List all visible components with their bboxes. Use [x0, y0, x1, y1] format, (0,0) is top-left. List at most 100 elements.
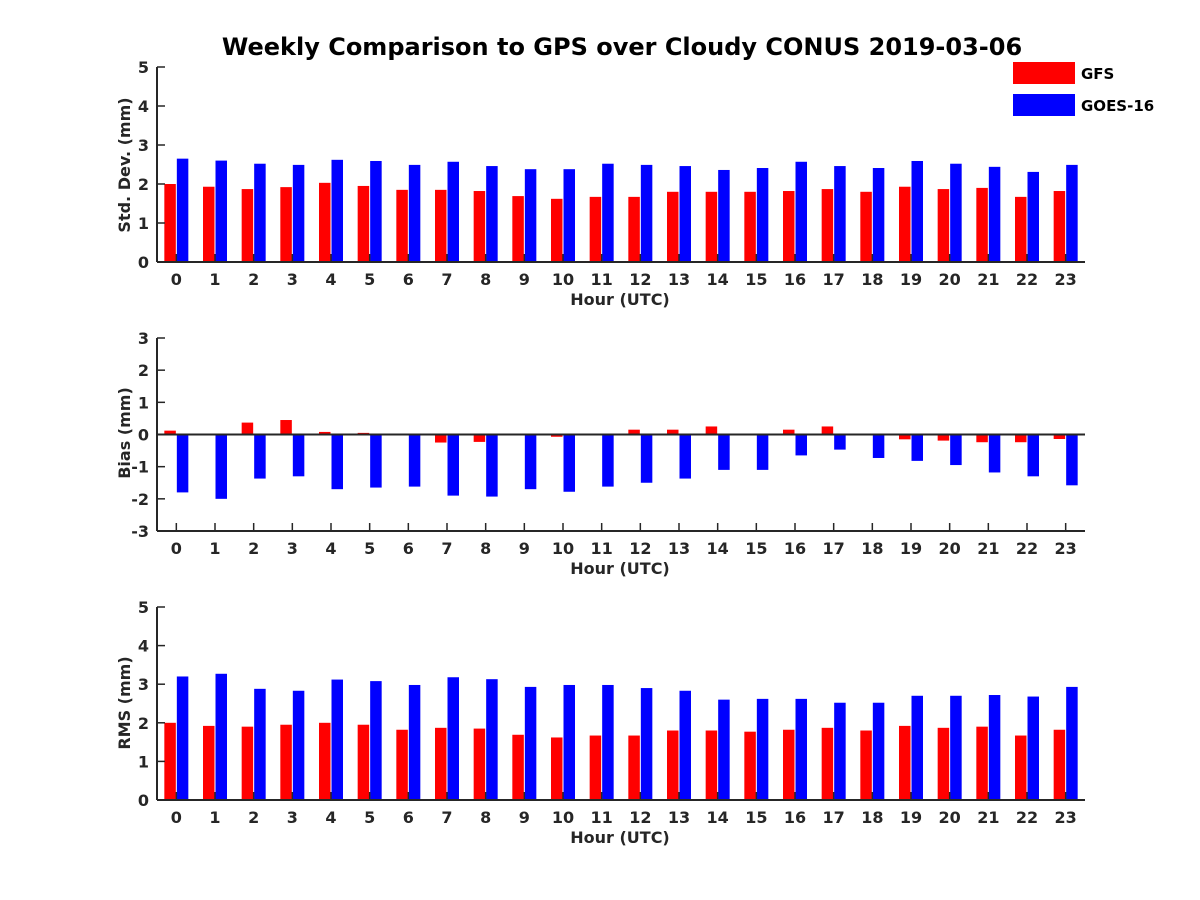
bar-goes-16-12 [640, 434, 653, 483]
bar-gfs-20 [937, 189, 950, 262]
bar-goes-16-22 [1027, 171, 1039, 262]
y-tick-label: 0 [138, 791, 149, 810]
bar-goes-16-8 [486, 679, 498, 800]
y-tick-label: 3 [138, 675, 149, 694]
bar-goes-16-10 [563, 684, 575, 800]
bar-gfs-16 [783, 429, 795, 435]
legend: GFS GOES-16 [1013, 62, 1154, 116]
x-tick-label: 7 [441, 539, 452, 558]
x-tick-label: 11 [591, 539, 613, 558]
bar-gfs-12 [628, 735, 640, 800]
x-tick-label: 15 [745, 270, 767, 289]
bar-goes-16-16 [795, 434, 807, 456]
bar-gfs-0 [164, 722, 176, 800]
bar-goes-16-17 [834, 702, 846, 800]
x-tick-label: 1 [209, 270, 220, 289]
bar-goes-16-22 [1027, 696, 1039, 800]
bar-gfs-8 [473, 434, 486, 442]
x-tick-label: 18 [861, 270, 883, 289]
x-tick-label: 2 [248, 539, 259, 558]
x-tick-label: 3 [287, 539, 298, 558]
x-tick-label: 12 [629, 539, 651, 558]
bar-gfs-2 [241, 422, 254, 435]
bar-goes-16-21 [988, 166, 1001, 262]
y-axis-label: Std. Dev. (mm) [115, 97, 134, 232]
bar-gfs-14 [705, 426, 718, 435]
x-tick-label: 18 [861, 539, 883, 558]
x-tick-label: 18 [861, 808, 883, 827]
bar-goes-16-23 [1066, 164, 1078, 262]
bar-goes-16-21 [988, 434, 1001, 473]
x-tick-label: 16 [784, 808, 806, 827]
x-tick-label: 23 [1055, 539, 1077, 558]
x-tick-label: 3 [287, 270, 298, 289]
x-tick-label: 6 [403, 808, 414, 827]
x-tick-label: 0 [171, 808, 182, 827]
x-tick-label: 21 [977, 539, 999, 558]
y-tick-label: -1 [131, 458, 149, 477]
bar-gfs-15 [744, 731, 756, 800]
x-tick-label: 20 [939, 808, 961, 827]
bar-gfs-14 [705, 730, 718, 800]
x-tick-label: 19 [900, 539, 922, 558]
x-tick-label: 22 [1016, 539, 1038, 558]
bar-gfs-13 [667, 429, 679, 435]
x-tick-label: 0 [171, 539, 182, 558]
bar-gfs-3 [280, 187, 292, 262]
bar-gfs-11 [589, 735, 602, 800]
x-tick-label: 21 [977, 270, 999, 289]
bar-goes-16-11 [602, 684, 614, 800]
y-tick-label: 5 [138, 598, 149, 617]
bar-goes-16-5 [370, 434, 382, 488]
x-tick-label: 16 [784, 539, 806, 558]
bar-gfs-19 [899, 725, 911, 800]
bar-gfs-17 [821, 727, 834, 800]
bar-gfs-19 [899, 186, 911, 262]
x-tick-label: 4 [325, 539, 336, 558]
bar-goes-16-4 [331, 434, 343, 490]
bar-goes-16-19 [911, 434, 923, 461]
bar-gfs-11 [589, 196, 602, 262]
bar-goes-16-4 [331, 679, 343, 800]
x-tick-label: 11 [591, 270, 613, 289]
bar-goes-16-15 [756, 168, 769, 262]
bar-goes-16-17 [834, 166, 846, 262]
bar-gfs-23 [1053, 191, 1066, 262]
x-tick-label: 9 [519, 539, 530, 558]
bar-goes-16-15 [756, 698, 769, 800]
x-tick-label: 7 [441, 270, 452, 289]
bar-gfs-17 [821, 189, 834, 262]
x-tick-label: 13 [668, 808, 690, 827]
x-tick-label: 6 [403, 270, 414, 289]
bar-gfs-16 [783, 729, 795, 800]
y-tick-label: 0 [138, 426, 149, 445]
bar-gfs-13 [667, 191, 679, 262]
bar-goes-16-2 [254, 163, 266, 262]
bar-gfs-18 [860, 730, 872, 800]
x-tick-label: 20 [939, 270, 961, 289]
y-tick-label: 4 [138, 97, 149, 116]
y-tick-label: 5 [138, 58, 149, 77]
y-tick-label: 2 [138, 714, 149, 733]
bar-gfs-10 [551, 198, 563, 262]
x-tick-label: 19 [900, 808, 922, 827]
bar-goes-16-22 [1027, 434, 1039, 477]
bar-goes-16-11 [602, 434, 614, 487]
bar-gfs-3 [280, 420, 292, 435]
x-tick-label: 2 [248, 808, 259, 827]
x-tick-label: 0 [171, 270, 182, 289]
x-tick-label: 5 [364, 270, 375, 289]
bar-goes-16-12 [640, 164, 653, 262]
bar-gfs-4 [319, 182, 331, 262]
x-tick-label: 20 [939, 539, 961, 558]
x-tick-label: 14 [707, 539, 729, 558]
bar-goes-16-10 [563, 434, 575, 492]
bar-gfs-9 [512, 196, 524, 262]
bar-gfs-0 [164, 430, 176, 435]
x-tick-label: 15 [745, 808, 767, 827]
bar-gfs-17 [821, 426, 834, 435]
bar-gfs-23 [1053, 729, 1066, 800]
